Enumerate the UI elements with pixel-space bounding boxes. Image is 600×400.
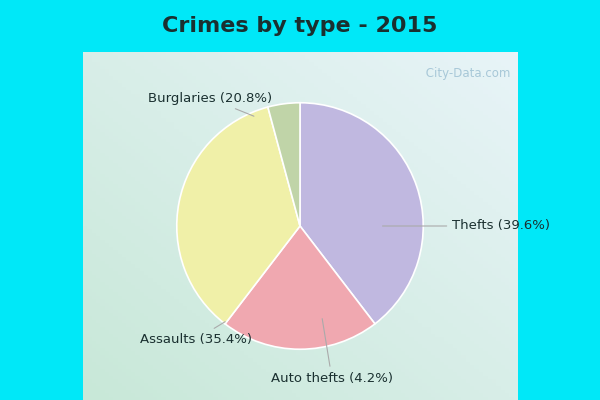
Wedge shape: [300, 103, 423, 324]
Wedge shape: [268, 103, 300, 226]
Wedge shape: [177, 107, 300, 324]
Text: Thefts (39.6%): Thefts (39.6%): [383, 220, 550, 232]
Text: Auto thefts (4.2%): Auto thefts (4.2%): [271, 319, 393, 385]
Text: Burglaries (20.8%): Burglaries (20.8%): [148, 92, 272, 116]
Text: Crimes by type - 2015: Crimes by type - 2015: [163, 16, 437, 36]
Wedge shape: [225, 226, 375, 349]
Text: Assaults (35.4%): Assaults (35.4%): [140, 322, 253, 346]
Text: City-Data.com: City-Data.com: [422, 66, 510, 80]
